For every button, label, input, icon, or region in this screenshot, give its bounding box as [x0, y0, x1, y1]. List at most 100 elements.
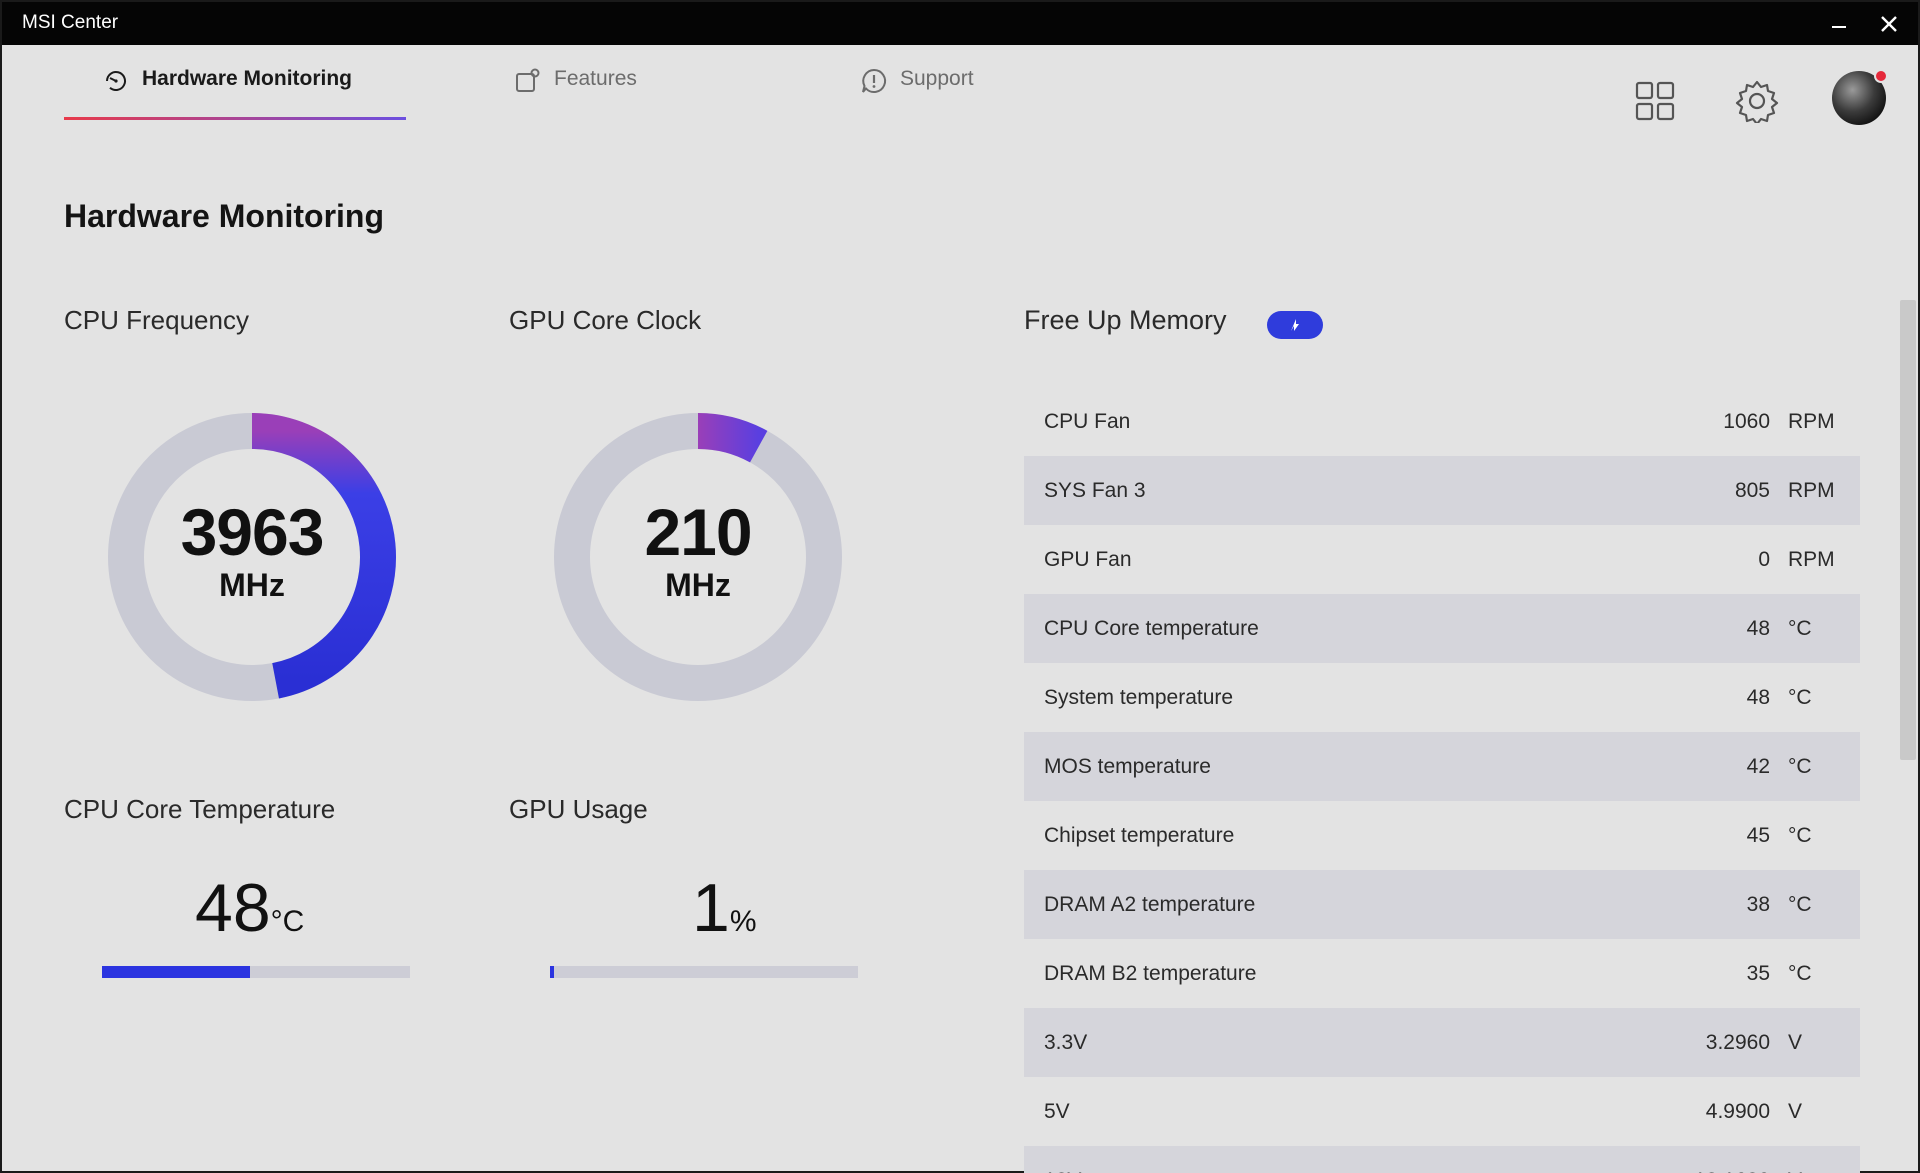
tab-support[interactable]: Support [860, 67, 974, 141]
close-icon [1881, 15, 1897, 32]
free-up-memory-button[interactable] [1267, 311, 1323, 339]
cpu-core-temperature-bar-fill [102, 966, 250, 978]
tab-hardware-monitoring[interactable]: Hardware Monitoring [102, 67, 352, 141]
sensor-value: 48 [1746, 616, 1770, 640]
sensor-value: 805 [1734, 478, 1770, 502]
notification-dot [1874, 69, 1888, 83]
sensor-name: CPU Core temperature [1044, 616, 1259, 640]
sensor-name: DRAM A2 temperature [1044, 892, 1256, 916]
avatar[interactable] [1832, 69, 1888, 125]
sensor-value: 0 [1758, 547, 1770, 571]
sensor-name: 5V [1044, 1099, 1070, 1123]
features-icon [516, 68, 540, 92]
sensor-row: 3.3V 3.2960 V [1024, 1008, 1860, 1077]
gpu-usage-bar-fill [550, 966, 554, 978]
gpu-core-clock-arc [697, 413, 768, 463]
sensor-row: Chipset temperature 45 °C [1024, 801, 1860, 870]
sensor-row: CPU Fan 1060 RPM [1024, 387, 1860, 456]
cpu-core-temperature-value: 48 [195, 870, 271, 946]
sensor-name: Chipset temperature [1044, 823, 1235, 847]
gpu-usage-readout: 1% [692, 874, 757, 942]
active-tab-indicator [64, 117, 406, 120]
cpu-frequency-unit: MHz [219, 567, 285, 603]
rocket-icon [1291, 319, 1299, 331]
sensor-unit: °C [1788, 823, 1812, 847]
cpu-core-temperature-label: CPU Core Temperature [64, 794, 336, 824]
sensor-unit: RPM [1788, 547, 1835, 571]
sensor-value: 45 [1746, 823, 1770, 847]
sensor-name: System temperature [1044, 685, 1234, 709]
gpu-usage-label: GPU Usage [509, 794, 648, 824]
sensor-row: MOS temperature 42 °C [1024, 732, 1860, 801]
sensor-name: SYS Fan 3 [1044, 478, 1146, 502]
cpu-frequency-arc [251, 413, 396, 699]
gpu-core-clock-unit: MHz [665, 567, 731, 603]
sensor-row: System temperature 48 °C [1024, 663, 1860, 732]
scrollbar-thumb[interactable] [1900, 300, 1916, 760]
tab-label: Features [554, 67, 637, 90]
sensor-row: DRAM A2 temperature 38 °C [1024, 870, 1860, 939]
sensor-row: 12V 12.1680 V [1024, 1146, 1860, 1173]
sensor-unit: V [1788, 1030, 1803, 1054]
close-button[interactable] [1866, 2, 1912, 45]
settings-button[interactable] [1729, 73, 1785, 129]
sensor-unit: °C [1788, 892, 1812, 916]
sensor-name: GPU Fan [1044, 547, 1132, 571]
sensor-unit: °C [1788, 961, 1812, 985]
gpu-usage-unit: % [729, 905, 757, 938]
sensor-unit: RPM [1788, 409, 1835, 433]
gpu-usage-bar [550, 966, 858, 978]
cpu-core-temperature-readout: 48°C [195, 874, 304, 942]
sensor-unit: °C [1788, 754, 1812, 778]
sensor-row: GPU Fan 0 RPM [1024, 525, 1860, 594]
grid-icon [1635, 81, 1675, 121]
sensor-value: 1060 [1723, 409, 1770, 433]
gpu-core-clock-value: 210 [644, 495, 752, 569]
sensor-unit: °C [1788, 685, 1812, 709]
sensor-name: DRAM B2 temperature [1044, 961, 1257, 985]
sensor-unit: V [1788, 1169, 1802, 1173]
gpu-core-clock-ring [554, 413, 842, 701]
sensor-value: 48 [1746, 685, 1770, 709]
apps-grid-button[interactable] [1627, 73, 1683, 129]
sensor-value: 42 [1746, 754, 1770, 778]
sensor-table: CPU Fan 1060 RPM SYS Fan 3 805 RPM GPU Fan 0 RPM… [1024, 387, 1860, 1173]
gpu-core-clock-gauge: 210 MHz [548, 407, 848, 707]
cpu-frequency-value: 3963 [180, 495, 325, 569]
sensor-value: 12.1680 [1694, 1169, 1770, 1173]
cpu-core-temperature-bar [102, 966, 410, 978]
tab-label: Hardware Monitoring [142, 67, 353, 90]
support-icon [862, 68, 887, 93]
sensor-unit: V [1788, 1099, 1803, 1123]
sensor-value: 38 [1746, 892, 1770, 916]
sensor-name: CPU Fan [1044, 409, 1131, 433]
page-title: Hardware Monitoring [64, 198, 385, 234]
sensor-unit: RPM [1788, 478, 1835, 502]
minimize-button[interactable] [1816, 2, 1862, 45]
sensor-name: 12V [1044, 1169, 1081, 1173]
gauge-icon [106, 71, 126, 91]
sensor-row: 5V 4.9900 V [1024, 1077, 1860, 1146]
sensor-value: 35 [1746, 961, 1770, 985]
gpu-core-clock-label: GPU Core Clock [509, 305, 702, 335]
free-up-memory-label: Free Up Memory [1024, 305, 1227, 335]
title-bar: MSI Center [2, 2, 1918, 45]
sensor-value: 3.2960 [1705, 1030, 1770, 1054]
gear-icon [1735, 80, 1779, 123]
sensor-unit: °C [1788, 616, 1812, 640]
window-title: MSI Center [22, 12, 119, 33]
sensor-name: 3.3V [1044, 1030, 1088, 1054]
top-nav: Hardware Monitoring Features Support [2, 45, 1918, 135]
sensor-value: 4.9900 [1705, 1099, 1770, 1123]
cpu-frequency-ring [108, 413, 396, 701]
sensor-name: MOS temperature [1044, 754, 1211, 778]
sensor-row: SYS Fan 3 805 RPM [1024, 456, 1860, 525]
gpu-usage-value: 1 [692, 870, 730, 946]
tab-label: Support [900, 67, 974, 90]
cpu-frequency-label: CPU Frequency [64, 305, 249, 335]
sensor-row: CPU Core temperature 48 °C [1024, 594, 1860, 663]
sensor-row: DRAM B2 temperature 35 °C [1024, 939, 1860, 1008]
cpu-frequency-gauge: 3963 MHz [102, 407, 402, 707]
tab-features[interactable]: Features [514, 67, 637, 141]
